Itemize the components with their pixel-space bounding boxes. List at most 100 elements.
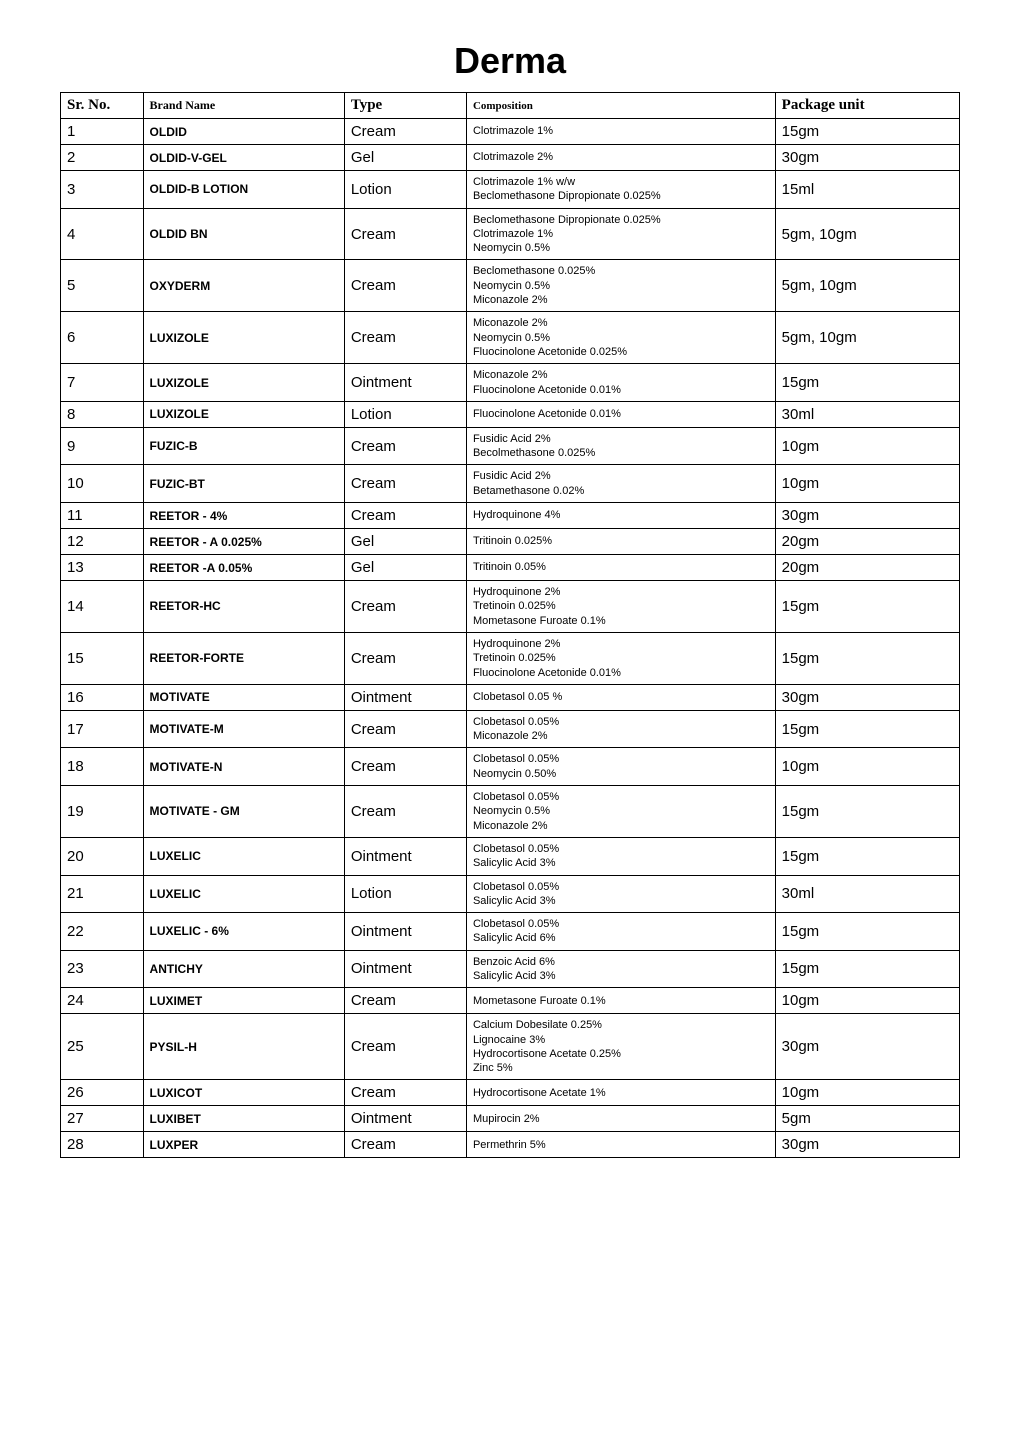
cell-composition: Clobetasol 0.05% Neomycin 0.50%: [466, 748, 775, 786]
table-row: 23ANTICHYOintment Benzoic Acid 6% Salicy…: [61, 950, 960, 988]
header-type: Type: [344, 93, 466, 119]
cell-brand: LUXIZOLE: [143, 312, 344, 364]
cell-package: 30ml: [775, 875, 959, 913]
table-row: 5OXYDERMCreamBeclomethasone 0.025% Neomy…: [61, 260, 960, 312]
table-row: 22LUXELIC - 6%OintmentClobetasol 0.05% S…: [61, 913, 960, 951]
table-row: 26LUXICOTCreamHydrocortisone Acetate 1%1…: [61, 1080, 960, 1106]
cell-brand: OLDID-B LOTION: [143, 171, 344, 209]
cell-type: Lotion: [344, 171, 466, 209]
cell-composition: Beclomethasone Dipropionate 0.025% Clotr…: [466, 208, 775, 260]
cell-composition: Beclomethasone 0.025% Neomycin 0.5% Mico…: [466, 260, 775, 312]
derma-table: Sr. No. Brand Name Type Composition Pack…: [60, 92, 960, 1158]
cell-brand: OLDID BN: [143, 208, 344, 260]
cell-sr: 6: [61, 312, 144, 364]
table-row: 7LUXIZOLEOintmentMiconazole 2% Fluocinol…: [61, 364, 960, 402]
cell-package: 10gm: [775, 465, 959, 503]
cell-package: 30gm: [775, 684, 959, 710]
table-row: 2OLDID-V-GELGelClotrimazole 2%30gm: [61, 145, 960, 171]
cell-type: Ointment: [344, 684, 466, 710]
cell-composition: Clobetasol 0.05% Salicylic Acid 3%: [466, 837, 775, 875]
cell-package: 5gm: [775, 1106, 959, 1132]
cell-composition: Hydrocortisone Acetate 1%: [466, 1080, 775, 1106]
cell-composition: Permethrin 5%: [466, 1132, 775, 1158]
cell-composition: Clobetasol 0.05% Neomycin 0.5% Miconazol…: [466, 786, 775, 838]
cell-sr: 7: [61, 364, 144, 402]
cell-brand: MOTIVATE-N: [143, 748, 344, 786]
cell-type: Cream: [344, 632, 466, 684]
header-composition: Composition: [466, 93, 775, 119]
cell-brand: LUXIZOLE: [143, 364, 344, 402]
cell-brand: PYSIL-H: [143, 1014, 344, 1080]
cell-sr: 12: [61, 529, 144, 555]
cell-package: 10gm: [775, 427, 959, 465]
table-row: 19MOTIVATE - GMCreamClobetasol 0.05% Neo…: [61, 786, 960, 838]
cell-package: 20gm: [775, 529, 959, 555]
table-row: 14REETOR-HCCreamHydroquinone 2% Tretinoi…: [61, 581, 960, 633]
cell-type: Cream: [344, 710, 466, 748]
cell-type: Cream: [344, 260, 466, 312]
cell-type: Ointment: [344, 913, 466, 951]
cell-package: 15gm: [775, 837, 959, 875]
cell-type: Lotion: [344, 401, 466, 427]
cell-sr: 13: [61, 555, 144, 581]
cell-type: Cream: [344, 786, 466, 838]
table-row: 18MOTIVATE-NCreamClobetasol 0.05% Neomyc…: [61, 748, 960, 786]
cell-package: 20gm: [775, 555, 959, 581]
table-row: 21LUXELICLotionClobetasol 0.05% Salicyli…: [61, 875, 960, 913]
cell-sr: 18: [61, 748, 144, 786]
cell-composition: Clotrimazole 1%: [466, 119, 775, 145]
cell-brand: MOTIVATE: [143, 684, 344, 710]
table-row: 20LUXELICOintmentClobetasol 0.05% Salicy…: [61, 837, 960, 875]
cell-type: Cream: [344, 581, 466, 633]
cell-brand: REETOR - A 0.025%: [143, 529, 344, 555]
cell-composition: Tritinoin 0.025%: [466, 529, 775, 555]
cell-type: Cream: [344, 1080, 466, 1106]
cell-brand: MOTIVATE - GM: [143, 786, 344, 838]
cell-type: Cream: [344, 1132, 466, 1158]
cell-brand: OLDID: [143, 119, 344, 145]
cell-composition: Hydroquinone 4%: [466, 503, 775, 529]
cell-brand: LUXELIC: [143, 875, 344, 913]
cell-brand: LUXELIC: [143, 837, 344, 875]
cell-package: 30gm: [775, 1132, 959, 1158]
cell-package: 15gm: [775, 786, 959, 838]
table-row: 10FUZIC-BTCreamFusidic Acid 2% Betametha…: [61, 465, 960, 503]
cell-sr: 27: [61, 1106, 144, 1132]
table-row: 12REETOR - A 0.025%GelTritinoin 0.025%20…: [61, 529, 960, 555]
table-row: 13REETOR -A 0.05%GelTritinoin 0.05%20gm: [61, 555, 960, 581]
cell-type: Ointment: [344, 837, 466, 875]
cell-composition: Clotrimazole 2%: [466, 145, 775, 171]
cell-brand: REETOR - 4%: [143, 503, 344, 529]
cell-brand: REETOR -A 0.05%: [143, 555, 344, 581]
cell-type: Cream: [344, 208, 466, 260]
cell-sr: 16: [61, 684, 144, 710]
cell-type: Ointment: [344, 950, 466, 988]
cell-composition: Tritinoin 0.05%: [466, 555, 775, 581]
cell-composition: Clobetasol 0.05% Miconazole 2%: [466, 710, 775, 748]
cell-brand: LUXELIC - 6%: [143, 913, 344, 951]
cell-composition: Benzoic Acid 6% Salicylic Acid 3%: [466, 950, 775, 988]
cell-sr: 1: [61, 119, 144, 145]
cell-type: Lotion: [344, 875, 466, 913]
cell-package: 15gm: [775, 950, 959, 988]
cell-brand: LUXICOT: [143, 1080, 344, 1106]
cell-composition: Miconazole 2% Neomycin 0.5% Fluocinolone…: [466, 312, 775, 364]
cell-type: Cream: [344, 988, 466, 1014]
cell-type: Ointment: [344, 364, 466, 402]
cell-brand: LUXIBET: [143, 1106, 344, 1132]
cell-package: 30ml: [775, 401, 959, 427]
header-brand: Brand Name: [143, 93, 344, 119]
cell-package: 5gm, 10gm: [775, 312, 959, 364]
cell-brand: MOTIVATE-M: [143, 710, 344, 748]
table-row: 6LUXIZOLECreamMiconazole 2% Neomycin 0.5…: [61, 312, 960, 364]
cell-type: Gel: [344, 145, 466, 171]
cell-package: 10gm: [775, 1080, 959, 1106]
cell-sr: 25: [61, 1014, 144, 1080]
cell-package: 15gm: [775, 632, 959, 684]
cell-sr: 22: [61, 913, 144, 951]
page-title: Derma: [60, 40, 960, 82]
cell-sr: 5: [61, 260, 144, 312]
cell-composition: Hydroquinone 2% Tretinoin 0.025% Mometas…: [466, 581, 775, 633]
cell-brand: OXYDERM: [143, 260, 344, 312]
cell-type: Cream: [344, 465, 466, 503]
